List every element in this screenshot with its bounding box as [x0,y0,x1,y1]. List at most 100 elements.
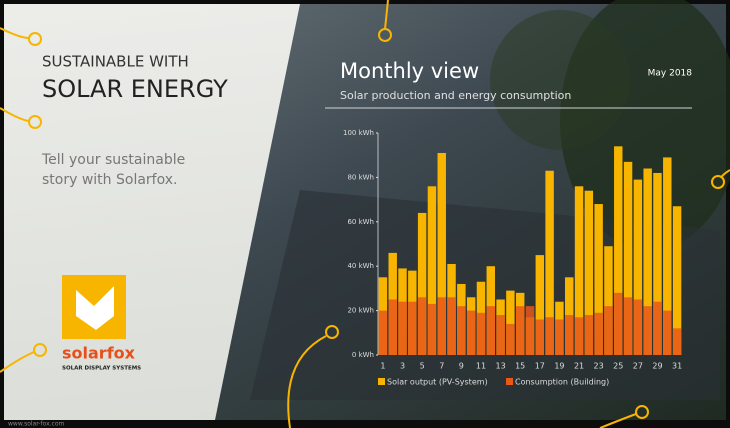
x-tick-label: 9 [459,362,464,371]
bar [447,297,456,355]
callout-dot [33,343,47,357]
x-tick-label: 15 [515,362,525,371]
callout-line [287,335,327,428]
bar [565,315,574,355]
callout-dot [28,32,42,46]
x-tick-label: 1 [380,362,385,371]
y-tick-label: 100 kWh [343,129,374,137]
bar [584,315,594,355]
bar [663,310,672,355]
bar [643,306,652,355]
bar [653,172,662,355]
x-tick-label: 13 [495,362,505,371]
logo-name: solarfox [62,344,136,363]
x-tick-label: 31 [672,362,682,371]
chart-date: May 2018 [648,69,693,79]
callout-line [0,27,30,39]
bar [614,292,623,355]
y-tick-label: 40 kWh [347,262,374,270]
bar [672,206,682,355]
bar [515,306,525,355]
callout-dot [711,175,725,189]
x-tick-label: 11 [476,362,486,371]
y-tick-label: 0 kWh [352,351,374,359]
legend-label: Consumption (Building) [515,378,609,387]
bar [437,152,446,355]
x-tick-label: 3 [400,362,405,371]
bar [466,310,476,355]
bar [623,161,633,355]
x-tick-label: 21 [574,362,584,371]
bar [525,306,535,355]
callout-line [0,351,35,373]
legend-swatch [378,378,385,385]
callout-line [0,107,30,122]
bar [594,204,603,355]
bar [633,179,643,355]
bar [535,319,545,355]
x-tick-label: 27 [633,362,643,371]
bar [643,168,652,355]
callout-line [599,413,637,428]
chart-title: Monthly view [340,59,479,83]
bar [378,310,388,355]
bar [545,170,554,355]
bar [604,246,613,355]
x-tick-label: 7 [439,362,444,371]
bar [574,186,584,355]
chart-subtitle: Solar production and energy consumption [340,89,571,102]
x-tick-label: 29 [652,362,662,371]
kicker: SUSTAINABLE WITH [42,53,189,71]
bar [614,146,623,355]
leaves [490,10,630,150]
bar [437,297,446,355]
x-tick-label: 25 [613,362,623,371]
plot: 0 kWh 20 kWh 40 kWh 60 kWh 80 kWh 100 kWh Sola… [343,129,682,387]
bar [427,186,437,355]
legend-label: Solar output (PV-System) [387,378,488,387]
bar [427,303,437,355]
x-tick-label: 19 [554,362,564,371]
bar [633,299,643,355]
callout-line [384,0,389,30]
bar [663,157,672,355]
bar [398,301,407,355]
legend-swatch [506,378,513,385]
callout-dot [325,325,339,339]
bar [417,297,427,355]
callout-dot [378,28,392,42]
bar [594,312,603,355]
bar [457,306,466,355]
bar [653,301,662,355]
body-line: Tell your sustainable [41,152,185,168]
x-tick-label: 5 [420,362,425,371]
bar [417,212,427,355]
bar [555,319,564,355]
x-tick-label: 23 [594,362,604,371]
footer-url: www.solar-fox.com [8,421,64,428]
bar [545,317,554,355]
y-tick-label: 60 kWh [347,218,374,226]
bar [506,323,515,355]
callout-dot [28,115,42,129]
bar [476,312,486,355]
bar [584,190,594,355]
bar [408,301,417,355]
logo-tagline: SOLAR DISPLAY SYSTEMS [62,366,141,372]
bar [623,297,633,355]
bar [604,306,613,355]
bar [535,255,545,355]
bar [574,317,584,355]
bar [506,290,515,355]
body-line: story with Solarfox. [42,172,177,188]
y-tick-label: 20 kWh [347,307,374,315]
headline: SOLAR ENERGY [42,75,228,103]
logo-fox [76,286,114,330]
bar [496,315,505,355]
bar [672,328,682,355]
callout-dot [635,405,649,419]
x-tick-label: 17 [535,362,545,371]
bar [388,299,397,355]
